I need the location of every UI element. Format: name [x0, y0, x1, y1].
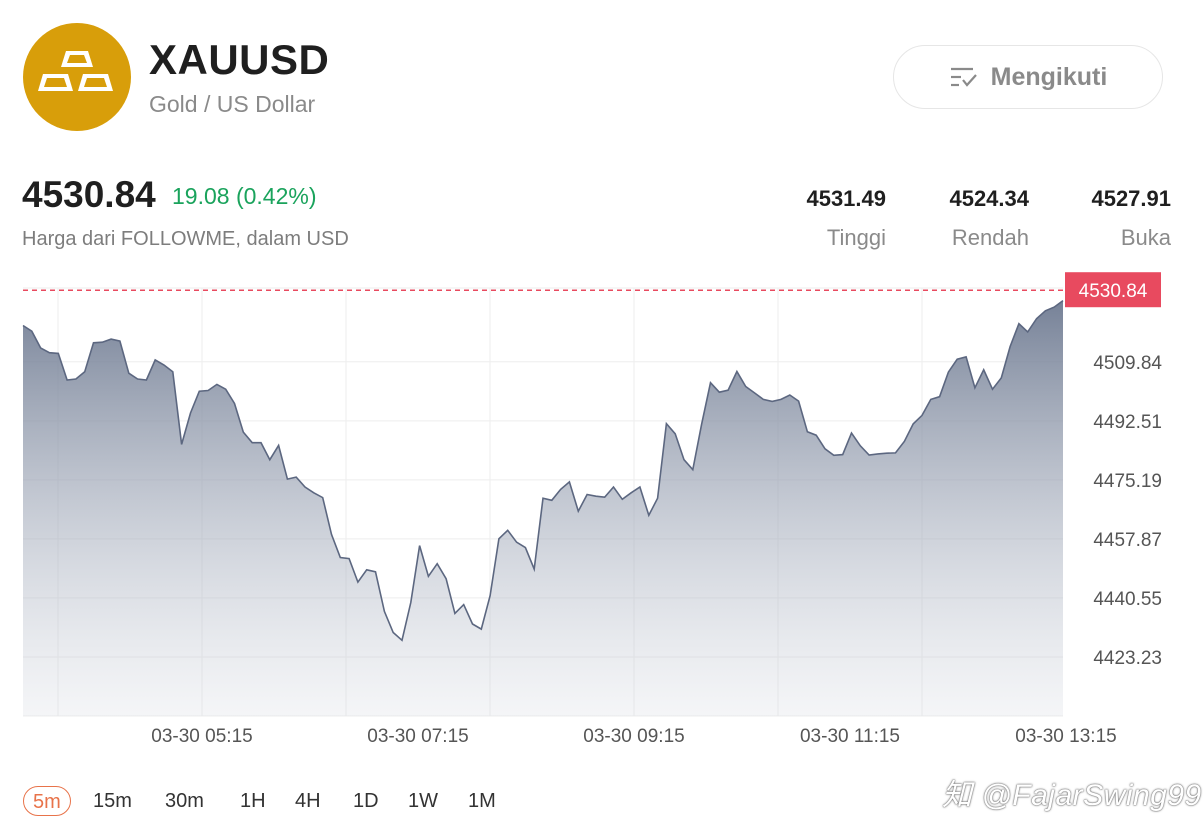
y-tick-label: 4423.23	[1093, 648, 1162, 669]
follow-button-label: Mengikuti	[990, 62, 1108, 91]
x-tick-label: 03-30 13:15	[1015, 726, 1116, 747]
current-price-tag-label: 4530.84	[1079, 281, 1148, 302]
x-tick-label: 03-30 09:15	[583, 726, 684, 747]
watermark: 知 @FajarSwing99	[942, 779, 1202, 812]
timeframe-30m[interactable]: 30m	[165, 790, 204, 812]
x-tick-label: 03-30 07:15	[367, 726, 468, 747]
gold-logo	[23, 23, 131, 131]
timeframe-5m[interactable]: 5m	[23, 786, 71, 816]
price-line	[22, 299, 1064, 642]
timeframe-1d[interactable]: 1D	[353, 790, 379, 812]
price-source-note: Harga dari FOLLOWME, dalam USD	[22, 228, 349, 250]
price-chart[interactable]: 4530.84 4509.84 4492.51 4475.19 4457.87 4440…	[0, 0, 1204, 760]
symbol-title: XAUUSD	[149, 36, 330, 83]
stat-open-label: Buka	[1120, 225, 1171, 250]
y-tick-label: 4475.19	[1093, 471, 1162, 492]
x-axis-labels: 03-30 05:15 03-30 07:15 03-30 09:15 03-30 1…	[151, 726, 1116, 747]
timeframe-4h[interactable]: 4H	[295, 790, 321, 812]
price-area	[23, 300, 1063, 716]
checklist-icon	[950, 67, 977, 87]
timeframe-1m[interactable]: 1M	[468, 790, 496, 812]
y-tick-label: 4440.55	[1093, 589, 1162, 610]
current-price: 4530.84	[22, 174, 156, 215]
y-axis-labels: 4509.84 4492.51 4475.19 4457.87 4440.55 4423.…	[1093, 353, 1162, 669]
y-tick-label: 4509.84	[1093, 353, 1162, 374]
timeframe-15m[interactable]: 15m	[93, 790, 132, 812]
stat-high-value: 4531.49	[806, 186, 886, 211]
y-tick-label: 4492.51	[1093, 412, 1162, 433]
stat-low-label: Rendah	[951, 225, 1029, 250]
timeframe-1w[interactable]: 1W	[408, 790, 438, 812]
stat-low-value: 4524.34	[949, 186, 1029, 211]
follow-button[interactable]: Mengikuti	[893, 45, 1163, 109]
gold-bars-icon	[38, 51, 113, 91]
x-tick-label: 03-30 05:15	[151, 726, 252, 747]
stat-open-value: 4527.91	[1091, 186, 1171, 211]
stat-high-label: Tinggi	[826, 225, 886, 250]
symbol-description: Gold / US Dollar	[149, 91, 316, 117]
y-tick-label: 4457.87	[1093, 530, 1162, 551]
timeframe-1h[interactable]: 1H	[240, 790, 266, 812]
current-price-tag: 4530.84	[1065, 272, 1161, 308]
current-price-tag-bg	[1065, 272, 1161, 308]
x-tick-label: 03-30 11:15	[800, 726, 900, 747]
price-change: 19.08 (0.42%)	[172, 183, 317, 209]
